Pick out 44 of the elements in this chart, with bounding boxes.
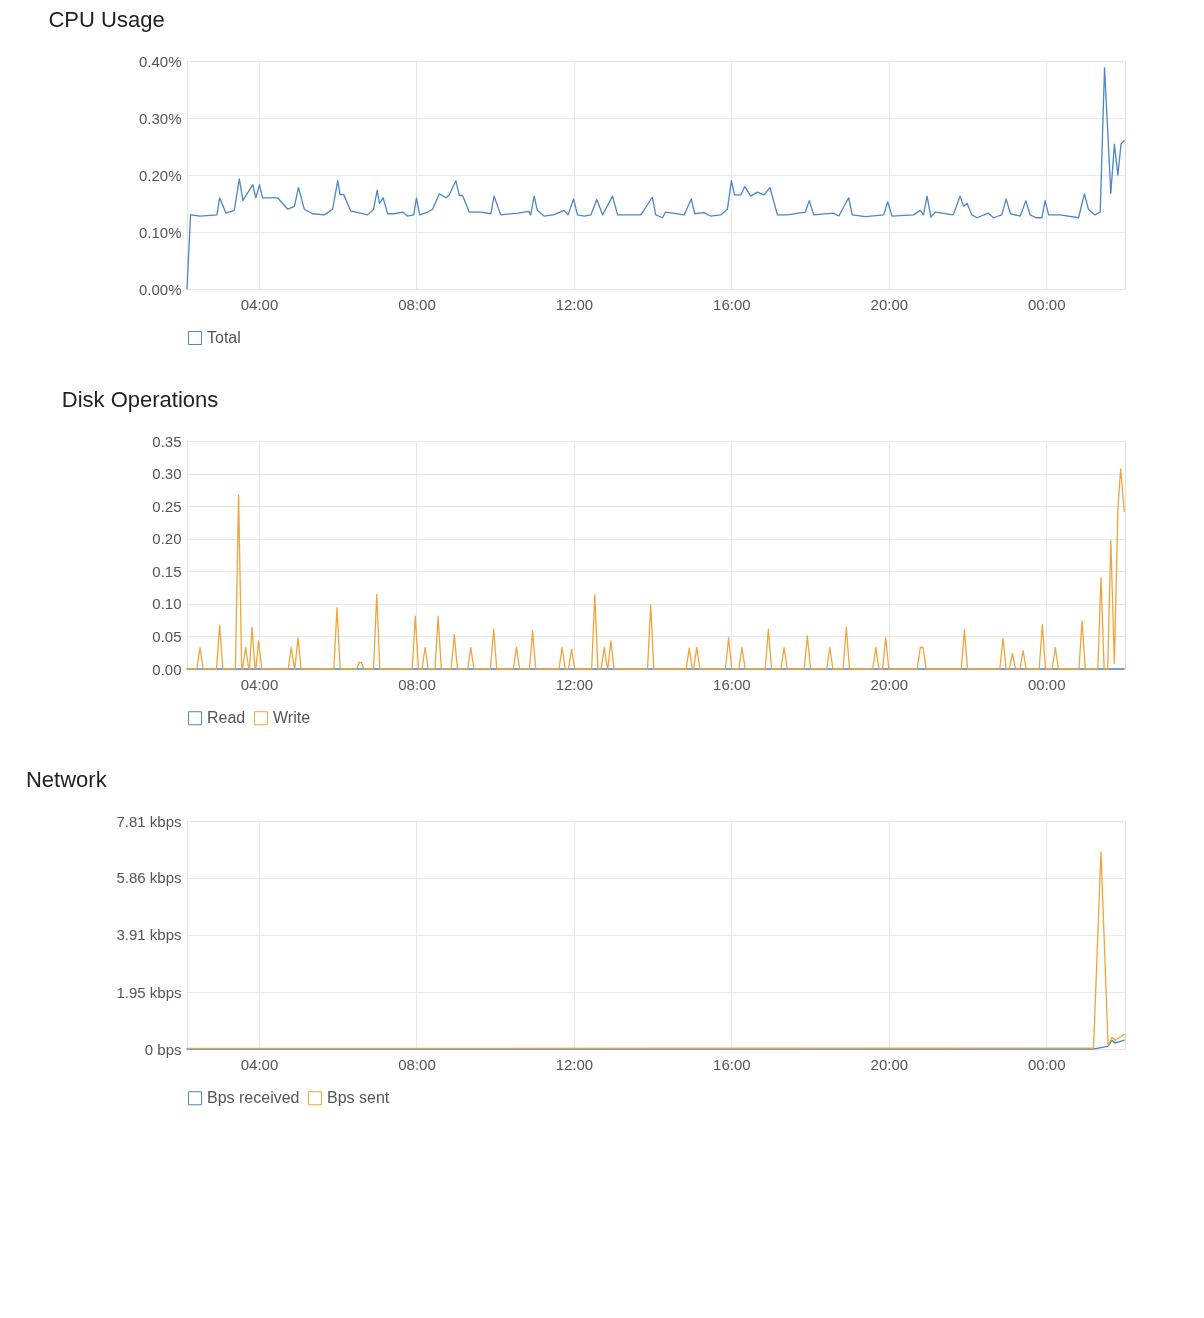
x-tick-label: 00:00 [1028, 675, 1066, 693]
y-tick-label: 0.10% [138, 223, 182, 241]
x-tick-label: 08:00 [398, 1055, 436, 1073]
x-tick-label: 12:00 [555, 675, 594, 693]
y-tick-label: 3.91 kbps [116, 926, 182, 944]
x-tick-label: 16:00 [713, 1055, 751, 1073]
chart-title: Disk Operations [61, 387, 219, 412]
y-tick-label: 0 bps [144, 1040, 182, 1058]
y-tick-label: 0.00% [138, 280, 182, 298]
y-tick-label: 1.95 kbps [116, 983, 182, 1001]
x-tick-label: 20:00 [870, 295, 909, 313]
y-tick-label: 0.10 [152, 595, 182, 613]
y-tick-label: 0.20 [152, 530, 182, 548]
y-tick-label: 5.86 kbps [116, 869, 182, 887]
x-tick-label: 04:00 [240, 1055, 279, 1073]
x-tick-label: 04:00 [240, 295, 279, 313]
x-tick-label: 20:00 [870, 675, 909, 693]
x-tick-label: 04:00 [240, 675, 279, 693]
y-tick-label: 0.40% [138, 52, 182, 70]
legend-label: Total [207, 329, 241, 346]
chart-title: Network [25, 767, 108, 792]
x-tick-label: 00:00 [1028, 295, 1066, 313]
chart-title: CPU Usage [48, 7, 165, 32]
x-tick-label: 12:00 [555, 295, 594, 313]
x-tick-label: 08:00 [398, 675, 436, 693]
legend-label: Bps sent [327, 1089, 390, 1107]
y-tick-label: 0.35 [152, 432, 182, 450]
y-tick-label: 0.20% [138, 166, 182, 184]
x-tick-label: 16:00 [713, 295, 751, 313]
legend-label: Read [207, 709, 246, 727]
legend-label: Write [273, 709, 311, 727]
x-tick-label: 08:00 [398, 295, 436, 313]
y-tick-label: 0.00 [152, 660, 182, 678]
x-tick-label: 16:00 [713, 675, 751, 693]
y-tick-label: 0.30% [138, 109, 182, 127]
y-tick-label: 0.25 [152, 497, 182, 515]
legend-label: Bps received [207, 1089, 300, 1107]
y-tick-label: 7.81 kbps [116, 812, 182, 830]
x-tick-label: 00:00 [1028, 1055, 1066, 1073]
y-tick-label: 0.05 [152, 627, 182, 645]
y-tick-label: 0.15 [152, 562, 182, 580]
x-tick-label: 12:00 [555, 1055, 594, 1073]
x-tick-label: 20:00 [870, 1055, 909, 1073]
y-tick-label: 0.30 [152, 465, 182, 483]
